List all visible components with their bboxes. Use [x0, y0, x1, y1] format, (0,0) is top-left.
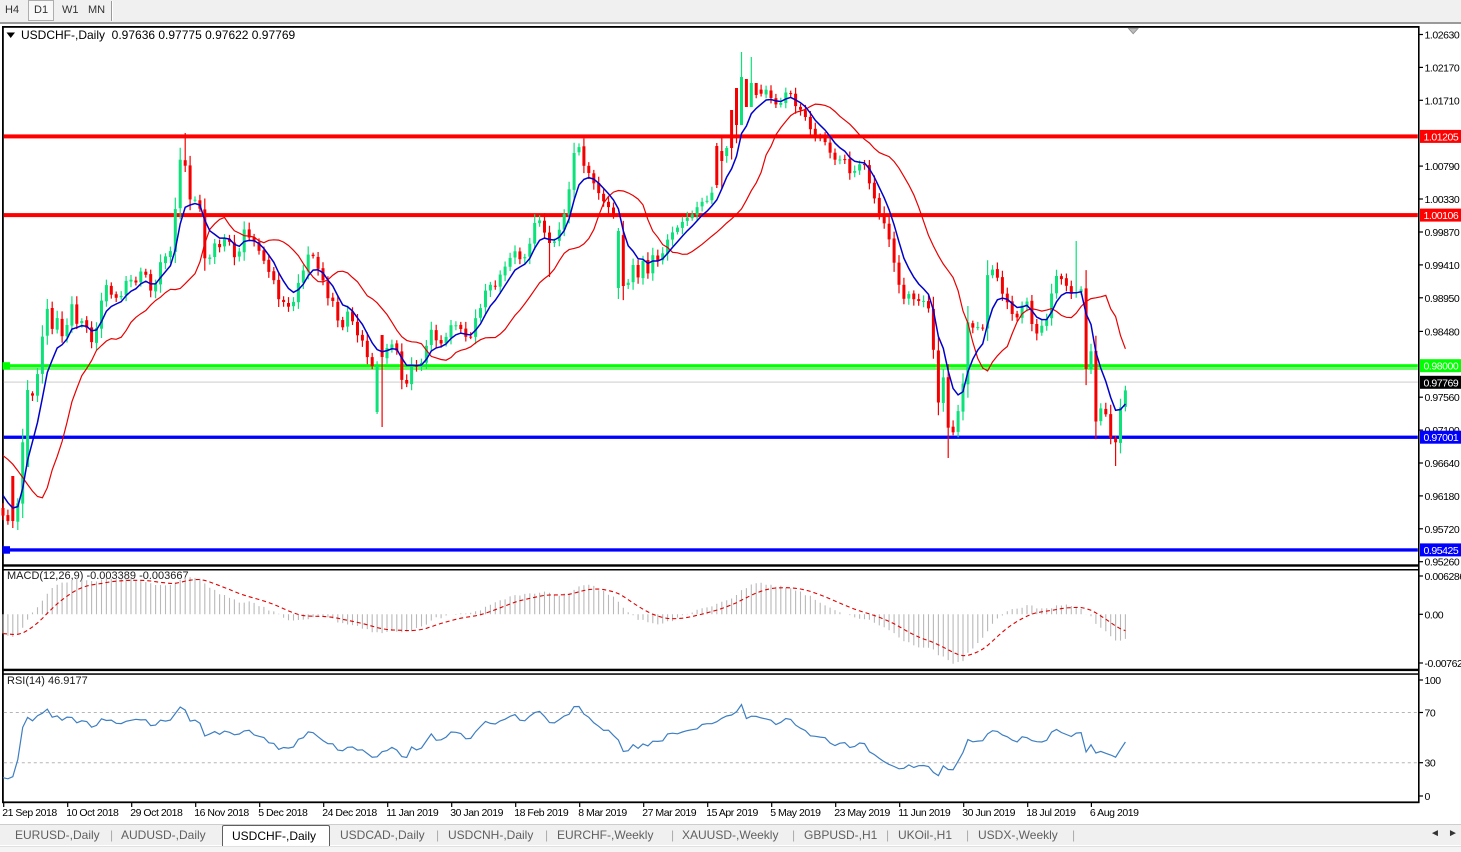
- svg-text:0.98950: 0.98950: [1425, 293, 1460, 305]
- svg-text:0.98480: 0.98480: [1425, 326, 1460, 338]
- svg-text:8 Mar 2019: 8 Mar 2019: [578, 807, 627, 819]
- svg-text:0.96180: 0.96180: [1425, 491, 1460, 503]
- svg-text:0.95260: 0.95260: [1425, 557, 1460, 569]
- svg-text:0: 0: [1425, 791, 1431, 803]
- svg-text:30 Jan 2019: 30 Jan 2019: [450, 807, 503, 819]
- svg-text:0.99870: 0.99870: [1425, 227, 1460, 239]
- svg-text:0.97769: 0.97769: [1424, 377, 1459, 389]
- svg-text:29 Oct 2018: 29 Oct 2018: [130, 807, 183, 819]
- svg-text:21 Sep 2018: 21 Sep 2018: [2, 807, 57, 819]
- svg-text:MACD(12,26,9) -0.003389 -0.003: MACD(12,26,9) -0.003389 -0.003667: [7, 570, 189, 582]
- svg-text:RSI(14) 46.9177: RSI(14) 46.9177: [7, 675, 88, 687]
- svg-text:0.99410: 0.99410: [1425, 260, 1460, 272]
- svg-text:11 Jun 2019: 11 Jun 2019: [898, 807, 951, 819]
- svg-text:1.02630: 1.02630: [1425, 30, 1460, 42]
- svg-text:0.95720: 0.95720: [1425, 524, 1460, 536]
- svg-text:USDCHF-,Daily 0.97636 0.97775: USDCHF-,Daily 0.97636 0.97775 0.97622 0.…: [21, 28, 296, 42]
- svg-text:18 Jul 2019: 18 Jul 2019: [1026, 807, 1076, 819]
- svg-text:1.01710: 1.01710: [1425, 95, 1460, 107]
- svg-text:0.97560: 0.97560: [1425, 392, 1460, 404]
- svg-text:23 May 2019: 23 May 2019: [834, 807, 890, 819]
- svg-text:18 Feb 2019: 18 Feb 2019: [514, 807, 569, 819]
- svg-text:30 Jun 2019: 30 Jun 2019: [962, 807, 1015, 819]
- svg-text:0.96640: 0.96640: [1425, 458, 1460, 470]
- svg-text:0.97001: 0.97001: [1424, 432, 1459, 444]
- svg-text:27 Mar 2019: 27 Mar 2019: [642, 807, 697, 819]
- svg-text:0.95425: 0.95425: [1424, 545, 1459, 557]
- svg-text:30: 30: [1425, 758, 1436, 770]
- svg-text:1.01205: 1.01205: [1424, 131, 1459, 143]
- svg-text:-0.00762: -0.00762: [1425, 658, 1461, 670]
- svg-text:5 May 2019: 5 May 2019: [770, 807, 821, 819]
- svg-text:16 Nov 2018: 16 Nov 2018: [194, 807, 249, 819]
- svg-text:0.00: 0.00: [1425, 609, 1444, 621]
- svg-text:5 Dec 2018: 5 Dec 2018: [258, 807, 308, 819]
- svg-text:1.00790: 1.00790: [1425, 161, 1460, 173]
- svg-text:1.00106: 1.00106: [1424, 210, 1459, 222]
- svg-text:11 Jan 2019: 11 Jan 2019: [386, 807, 439, 819]
- svg-text:6 Aug 2019: 6 Aug 2019: [1090, 807, 1139, 819]
- svg-text:0.006286: 0.006286: [1425, 571, 1461, 583]
- svg-text:24 Dec 2018: 24 Dec 2018: [322, 807, 377, 819]
- svg-text:100: 100: [1425, 675, 1442, 687]
- svg-text:70: 70: [1425, 708, 1436, 720]
- svg-text:1.00330: 1.00330: [1425, 194, 1460, 206]
- svg-text:15 Apr 2019: 15 Apr 2019: [706, 807, 758, 819]
- svg-text:0.98000: 0.98000: [1424, 361, 1459, 373]
- svg-text:1.02170: 1.02170: [1425, 62, 1460, 74]
- svg-text:10 Oct 2018: 10 Oct 2018: [66, 807, 119, 819]
